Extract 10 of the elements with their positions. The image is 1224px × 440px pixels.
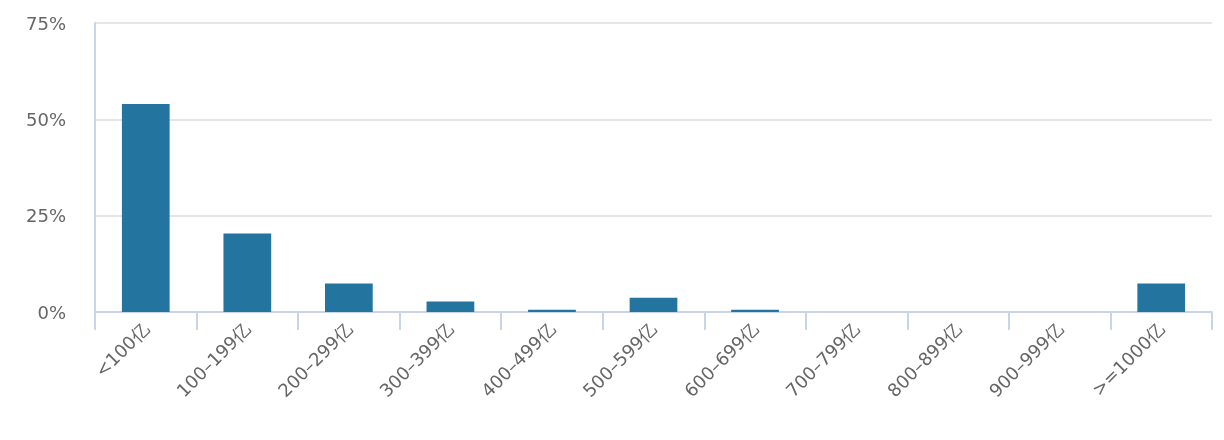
bar [223,233,272,312]
bar [121,103,170,312]
bar [325,283,373,312]
bar [1137,283,1186,312]
y-tick-label: 75% [25,12,66,34]
y-tick-label: 0% [37,301,66,323]
y-tick-label: 25% [25,205,66,227]
bar [426,301,475,312]
bar [629,297,678,312]
y-tick-label: 50% [25,108,66,130]
